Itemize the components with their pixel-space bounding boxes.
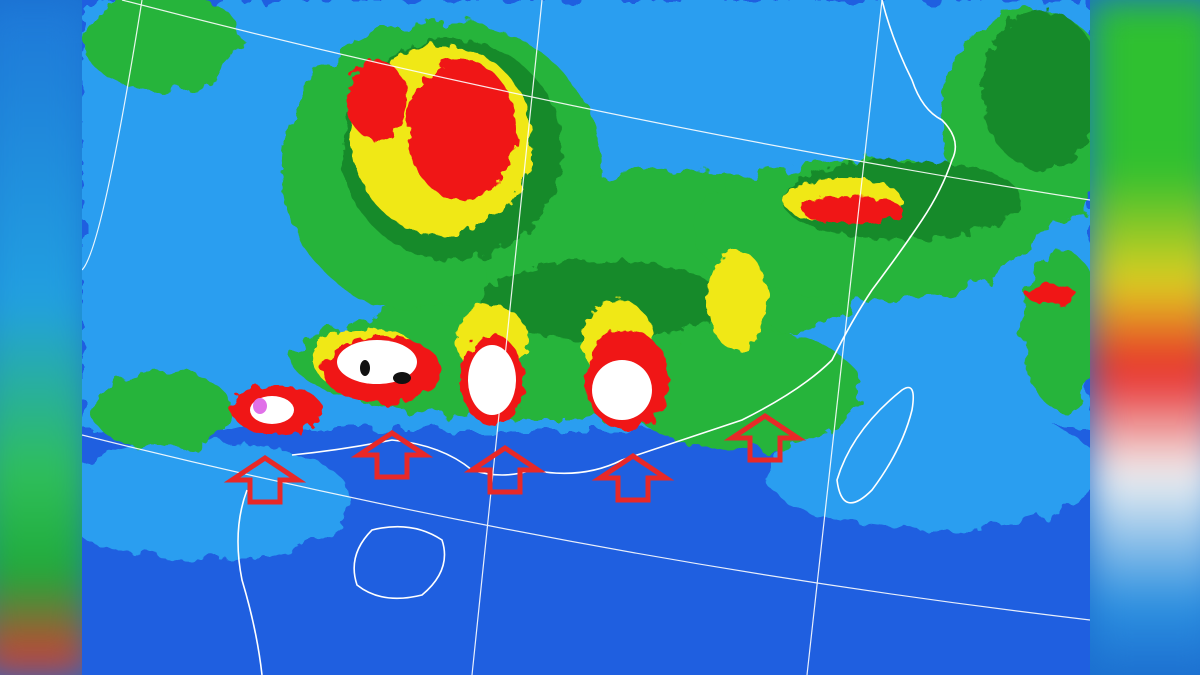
satellite-map bbox=[82, 0, 1090, 675]
white-cloud-tops bbox=[250, 340, 652, 424]
blurred-left-border bbox=[0, 0, 90, 675]
black-cloud-tops bbox=[360, 360, 411, 384]
satellite-map-svg bbox=[82, 0, 1090, 675]
up-arrow-icon bbox=[223, 454, 307, 505]
up-arrow-icon bbox=[591, 452, 675, 503]
up-arrow-icon bbox=[463, 444, 547, 495]
arrow-annotations bbox=[223, 412, 807, 505]
coastlines bbox=[237, 0, 957, 675]
blurred-right-border bbox=[1090, 0, 1200, 675]
pink-cloud-top bbox=[253, 398, 267, 414]
up-arrow-icon bbox=[350, 429, 434, 480]
lat-lon-grid bbox=[82, 0, 1090, 675]
up-arrow-icon bbox=[723, 412, 807, 463]
